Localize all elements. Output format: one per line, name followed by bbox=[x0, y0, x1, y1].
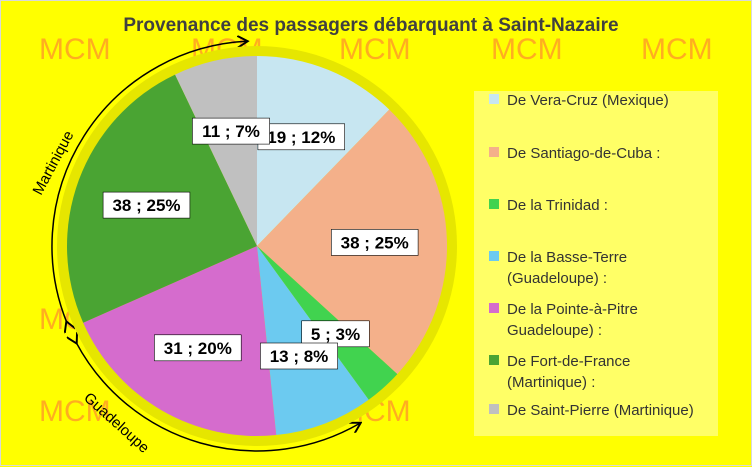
data-label-text: 31 ; 20% bbox=[164, 339, 232, 358]
legend-label: De la Trinidad : bbox=[507, 197, 608, 214]
legend-item: De la Trinidad : bbox=[489, 197, 608, 214]
data-labels: 19 ; 12% 38 ; 25% 5 ; 3% 13 ; 8% 31 ; 20% 38 … bbox=[102, 117, 419, 370]
legend-item: De Santiago-de-Cuba : bbox=[489, 145, 660, 162]
data-label-text: 38 ; 25% bbox=[341, 233, 409, 252]
legend: De Vera-Cruz (Mexique) De Santiago-de-Cub… bbox=[489, 92, 694, 419]
watermark-text: MCM bbox=[39, 33, 111, 66]
pie-slice bbox=[257, 56, 390, 246]
data-label: 5 ; 3% bbox=[301, 320, 370, 348]
legend-label: (Guadeloupe) : bbox=[507, 270, 607, 287]
data-label-box bbox=[301, 320, 370, 348]
legend-label: Guadeloupe) : bbox=[507, 322, 602, 339]
data-label: 11 ; 7% bbox=[192, 117, 270, 145]
data-label: 13 ; 8% bbox=[260, 342, 338, 370]
pie-slice bbox=[175, 56, 257, 246]
chart-title: Provenance des passagers débarquant à Sa… bbox=[123, 15, 618, 36]
legend-label: De Vera-Cruz (Mexique) bbox=[507, 92, 669, 109]
data-label-text: 19 ; 12% bbox=[267, 128, 335, 147]
legend-swatch bbox=[489, 199, 499, 209]
legend-label: De Santiago-de-Cuba : bbox=[507, 145, 660, 162]
martinique-arc bbox=[51, 41, 246, 323]
legend-label: De la Pointe-à-Pitre bbox=[507, 301, 638, 318]
legend-item: De Fort-de-France (Martinique) : bbox=[489, 353, 630, 391]
legend-item: De Vera-Cruz (Mexique) bbox=[489, 92, 669, 109]
legend-item: De la Pointe-à-Pitre Guadeloupe) : bbox=[489, 301, 638, 339]
data-label: 38 ; 25% bbox=[102, 191, 191, 219]
legend-swatch bbox=[489, 94, 499, 104]
data-label-text: 11 ; 7% bbox=[202, 122, 260, 141]
data-label-box bbox=[192, 117, 270, 145]
data-label: 31 ; 20% bbox=[154, 334, 242, 362]
watermark-text: MCM bbox=[641, 33, 713, 66]
data-label-box bbox=[257, 123, 345, 151]
data-label-box bbox=[260, 342, 338, 370]
data-label: 19 ; 12% bbox=[257, 123, 345, 151]
legend-panel bbox=[474, 91, 718, 436]
legend-swatch bbox=[489, 251, 499, 261]
legend-swatch bbox=[489, 355, 499, 365]
guadeloupe-arc bbox=[76, 342, 360, 452]
data-label-box bbox=[154, 334, 242, 362]
legend-swatch bbox=[489, 147, 499, 157]
legend-swatch bbox=[489, 303, 499, 313]
data-label: 38 ; 25% bbox=[330, 229, 419, 256]
watermark-text: MCM bbox=[491, 33, 563, 66]
data-label-text: 38 ; 25% bbox=[112, 196, 180, 215]
legend-swatch bbox=[489, 404, 499, 414]
data-label-text: 5 ; 3% bbox=[311, 325, 360, 344]
legend-label: De la Basse-Terre bbox=[507, 249, 627, 266]
data-label-text: 13 ; 8% bbox=[270, 347, 329, 366]
legend-label: (Martinique) : bbox=[507, 374, 595, 391]
data-label-box bbox=[102, 191, 191, 219]
legend-item: De la Basse-Terre (Guadeloupe) : bbox=[489, 249, 627, 287]
legend-item: De Saint-Pierre (Martinique) bbox=[489, 402, 694, 419]
legend-label: De Saint-Pierre (Martinique) bbox=[507, 402, 694, 419]
data-label-box bbox=[330, 229, 419, 256]
watermark-text: MCM bbox=[339, 33, 411, 66]
legend-label: De Fort-de-France bbox=[507, 353, 630, 370]
